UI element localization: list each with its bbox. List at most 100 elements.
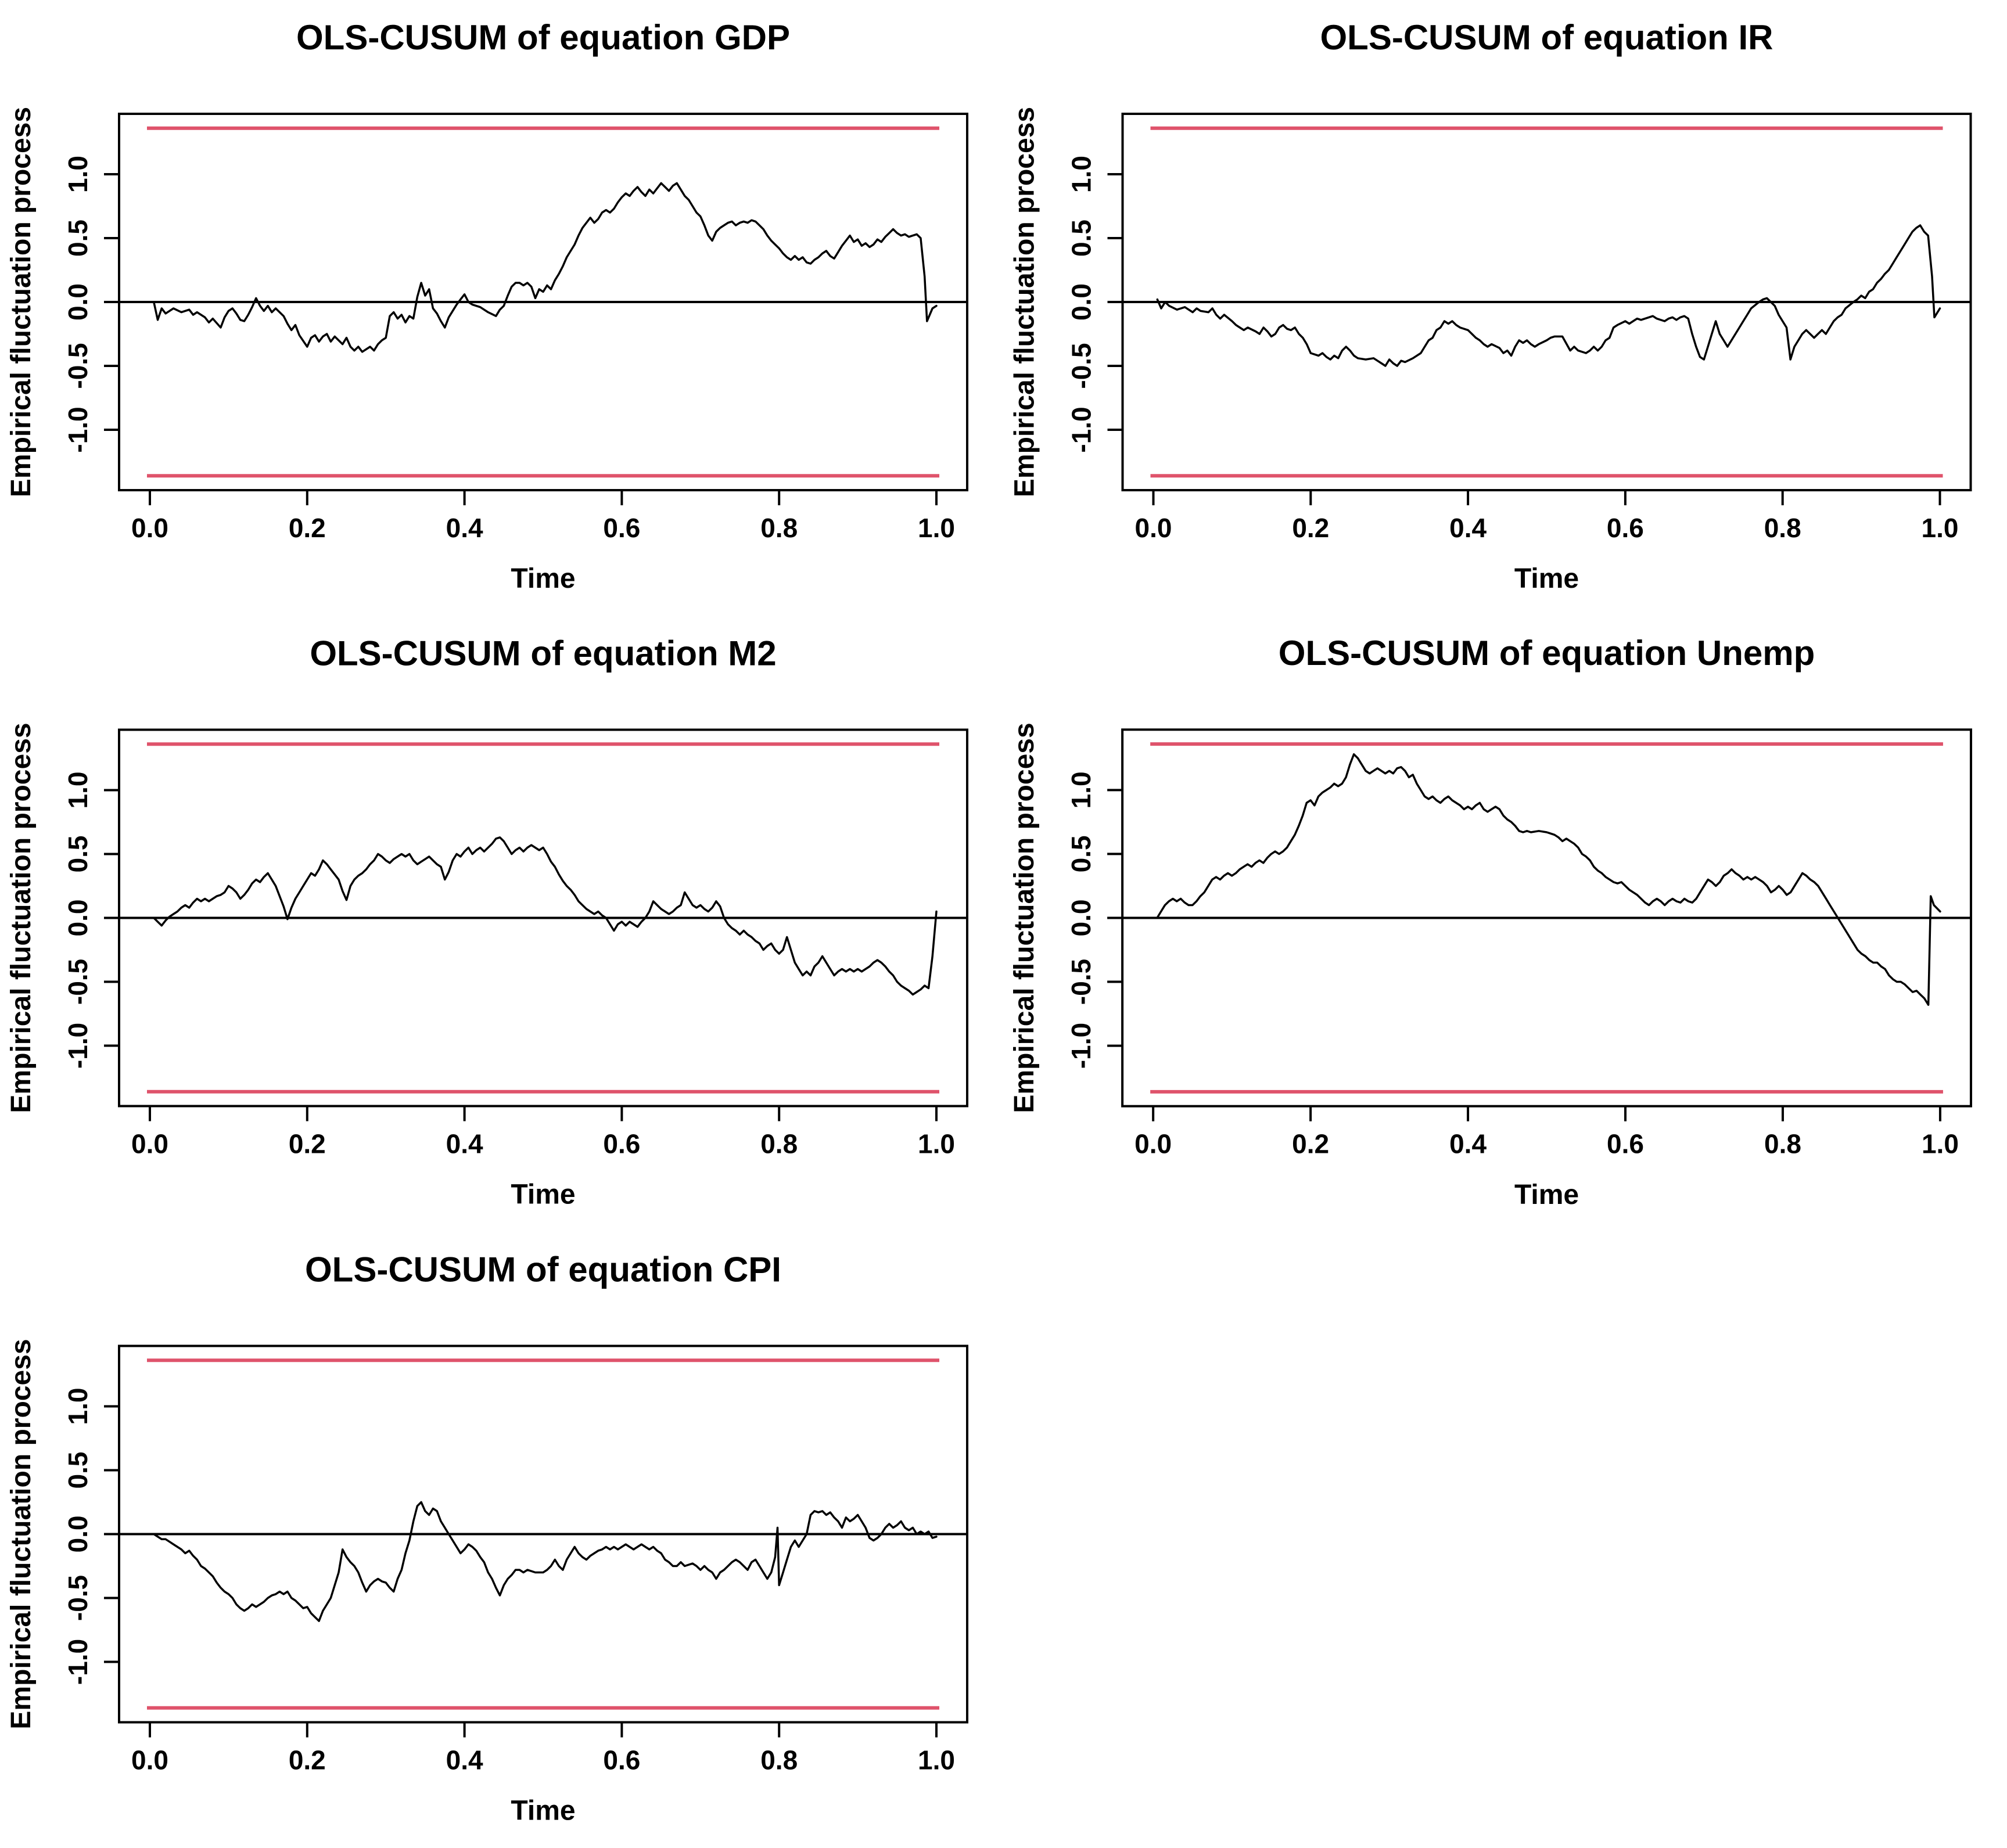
x-tick-label: 1.0: [918, 1745, 955, 1775]
cusum-plot-unemp: OLS-CUSUM of equation Unemp Empirical fl…: [1003, 616, 2007, 1232]
x-tick-label: 0.4: [446, 1745, 483, 1775]
y-tick-label: 0.0: [63, 900, 93, 937]
y-tick-label: -0.5: [63, 959, 93, 1005]
plot-title: OLS-CUSUM of equation CPI: [305, 1250, 781, 1289]
y-tick-label: 0.5: [63, 220, 93, 257]
x-tick-label: 0.4: [446, 513, 483, 543]
y-tick-label: -1.0: [1067, 407, 1097, 452]
y-tick-label: 0.5: [1067, 220, 1097, 257]
x-tick-label: 0.6: [603, 1745, 640, 1775]
fluctuation-trace: [1156, 753, 1941, 1006]
y-tick-label: -0.5: [63, 343, 93, 389]
y-tick-label: 0.5: [63, 1452, 93, 1489]
plot-area: 0.0 0.2 0.4 0.6 0.8 1.0 -1.0 -0.5 0.0 0.5 1.0: [63, 1344, 968, 1775]
x-tick-label: 0.0: [131, 1129, 168, 1159]
y-tick-label: -1.0: [63, 1023, 93, 1069]
plot-area: 0.0 0.2 0.4 0.6 0.8 1.0 -1.0 -0.5 0.0 0.5 1.0: [63, 113, 968, 543]
cusum-plot-ir-svg: OLS-CUSUM of equation IR Empirical fluct…: [1010, 18, 1972, 594]
x-tick-label: 0.0: [131, 1745, 168, 1775]
y-tick-label: 1.0: [63, 772, 93, 809]
x-axis-label: Time: [511, 563, 575, 594]
y-tick-label: 0.0: [63, 1516, 93, 1553]
y-tick-label: -0.5: [1067, 343, 1097, 389]
y-axis-label: Empirical fluctuation process: [6, 722, 37, 1113]
y-tick-label: -0.5: [1066, 959, 1096, 1005]
y-tick-label: 0.5: [1066, 835, 1096, 872]
plot-title: OLS-CUSUM of equation GDP: [296, 18, 790, 57]
empty-cell: [1003, 1232, 2007, 1848]
y-axis-label: Empirical fluctuation process: [1010, 107, 1040, 497]
y-tick-label: -1.0: [1066, 1023, 1096, 1069]
x-axis: 0.0 0.2 0.4 0.6 0.8 1.0: [131, 1106, 955, 1159]
x-axis: 0.0 0.2 0.4 0.6 0.8 1.0: [131, 490, 955, 543]
y-tick-label: -1.0: [63, 407, 93, 452]
x-tick-label: 0.0: [1135, 513, 1172, 543]
cusum-plot-m2: OLS-CUSUM of equation M2 Empirical fluct…: [0, 616, 1003, 1232]
plot-title: OLS-CUSUM of equation M2: [310, 634, 776, 673]
x-tick-label: 0.0: [131, 513, 168, 543]
cusum-plot-m2-svg: OLS-CUSUM of equation M2 Empirical fluct…: [6, 634, 968, 1210]
x-tick-label: 0.8: [760, 1129, 798, 1159]
x-tick-label: 0.6: [1607, 1129, 1644, 1159]
x-tick-label: 1.0: [918, 1129, 955, 1159]
y-tick-label: 0.0: [1067, 283, 1097, 321]
plot-title: OLS-CUSUM of equation Unemp: [1279, 634, 1815, 673]
y-tick-label: 1.0: [1067, 156, 1097, 193]
x-axis: 0.0 0.2 0.4 0.6 0.8 1.0: [1134, 1106, 1959, 1159]
fluctuation-trace: [153, 836, 938, 996]
plot-area: 0.0 0.2 0.4 0.6 0.8 1.0 -1.0 -0.5 0.0 0.5 1.0: [63, 728, 968, 1159]
y-tick-label: 1.0: [1066, 771, 1096, 808]
x-tick-label: 0.4: [446, 1129, 483, 1159]
y-axis: -1.0 -0.5 0.0 0.5 1.0: [63, 156, 119, 453]
y-tick-label: -1.0: [63, 1639, 93, 1685]
x-tick-label: 0.2: [289, 513, 326, 543]
x-tick-label: 0.0: [1134, 1129, 1172, 1159]
x-tick-label: 1.0: [1922, 513, 1959, 543]
x-axis: 0.0 0.2 0.4 0.6 0.8 1.0: [131, 1722, 955, 1775]
x-tick-label: 0.4: [1449, 513, 1487, 543]
fluctuation-trace: [153, 1501, 938, 1622]
cusum-plot-gdp-svg: OLS-CUSUM of equation GDP Empirical fluc…: [6, 18, 968, 594]
x-tick-label: 0.2: [1292, 1129, 1329, 1159]
x-tick-label: 0.8: [760, 513, 798, 543]
y-axis: -1.0 -0.5 0.0 0.5 1.0: [1066, 771, 1123, 1069]
cusum-plot-cpi: OLS-CUSUM of equation CPI Empirical fluc…: [0, 1232, 1003, 1848]
x-axis-label: Time: [511, 1796, 575, 1827]
x-tick-label: 0.2: [289, 1129, 326, 1159]
x-tick-label: 0.6: [1607, 513, 1644, 543]
plot-title: OLS-CUSUM of equation IR: [1320, 18, 1773, 57]
x-tick-label: 0.8: [1764, 513, 1801, 543]
cusum-plot-unemp-svg: OLS-CUSUM of equation Unemp Empirical fl…: [1009, 634, 1972, 1210]
x-tick-label: 0.8: [1764, 1129, 1801, 1159]
x-tick-label: 0.6: [603, 513, 640, 543]
x-tick-label: 0.2: [1292, 513, 1329, 543]
y-axis: -1.0 -0.5 0.0 0.5 1.0: [63, 772, 119, 1069]
cusum-plot-cpi-svg: OLS-CUSUM of equation CPI Empirical fluc…: [6, 1250, 968, 1827]
x-tick-label: 0.2: [289, 1745, 326, 1775]
cusum-plot-ir: OLS-CUSUM of equation IR Empirical fluct…: [1003, 0, 2007, 616]
y-axis: -1.0 -0.5 0.0 0.5 1.0: [1067, 156, 1123, 453]
fluctuation-trace: [153, 182, 938, 353]
y-axis-label: Empirical fluctuation process: [1009, 722, 1040, 1113]
x-tick-label: 0.8: [760, 1745, 798, 1775]
y-tick-label: 1.0: [63, 1388, 93, 1425]
y-tick-label: -0.5: [63, 1575, 93, 1621]
x-tick-label: 0.4: [1449, 1129, 1487, 1159]
plot-area: 0.0 0.2 0.4 0.6 0.8 1.0 -1.0 -0.5 0.0 0.5 1.0: [1067, 113, 1972, 543]
plot-area: 0.0 0.2 0.4 0.6 0.8 1.0 -1.0 -0.5 0.0 0.5 1.0: [1066, 728, 1972, 1159]
fluctuation-trace: [1156, 224, 1941, 367]
y-axis-label: Empirical fluctuation process: [6, 107, 37, 497]
y-tick-label: 0.5: [63, 836, 93, 873]
x-tick-label: 1.0: [918, 513, 955, 543]
y-tick-label: 1.0: [63, 156, 93, 193]
x-tick-label: 1.0: [1922, 1129, 1959, 1159]
cusum-plot-gdp: OLS-CUSUM of equation GDP Empirical fluc…: [0, 0, 1003, 616]
y-axis: -1.0 -0.5 0.0 0.5 1.0: [63, 1388, 119, 1685]
x-axis-label: Time: [511, 1180, 575, 1210]
x-axis: 0.0 0.2 0.4 0.6 0.8 1.0: [1135, 490, 1959, 543]
y-axis-label: Empirical fluctuation process: [6, 1339, 37, 1729]
y-tick-label: 0.0: [1066, 900, 1096, 937]
x-tick-label: 0.6: [603, 1129, 640, 1159]
x-axis-label: Time: [1514, 563, 1579, 594]
x-axis-label: Time: [1514, 1180, 1579, 1210]
